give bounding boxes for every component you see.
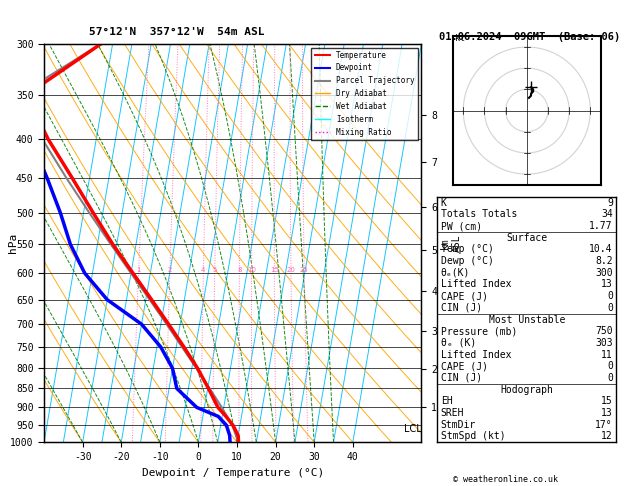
Text: LCL: LCL	[404, 424, 421, 434]
Text: 17°: 17°	[595, 420, 613, 430]
Text: 15: 15	[270, 267, 279, 273]
Text: 1.77: 1.77	[589, 221, 613, 231]
Text: 9: 9	[607, 198, 613, 208]
Text: CAPE (J): CAPE (J)	[441, 291, 487, 301]
Text: 13: 13	[601, 408, 613, 418]
Text: © weatheronline.co.uk: © weatheronline.co.uk	[453, 474, 558, 484]
X-axis label: Dewpoint / Temperature (°C): Dewpoint / Temperature (°C)	[142, 468, 324, 478]
Text: 25: 25	[300, 267, 309, 273]
Text: Most Unstable: Most Unstable	[489, 314, 565, 325]
Text: EH: EH	[441, 397, 452, 406]
Text: StmSpd (kt): StmSpd (kt)	[441, 432, 505, 441]
Text: 0: 0	[607, 361, 613, 371]
Text: Hodograph: Hodograph	[500, 384, 554, 395]
Y-axis label: km
ASL: km ASL	[440, 234, 462, 252]
Text: 750: 750	[595, 326, 613, 336]
Text: 0: 0	[607, 291, 613, 301]
Text: 12: 12	[601, 432, 613, 441]
Text: 0: 0	[607, 373, 613, 383]
Text: Pressure (mb): Pressure (mb)	[441, 326, 517, 336]
Text: 1: 1	[136, 267, 141, 273]
Text: kt: kt	[455, 34, 465, 43]
Text: 01.06.2024  09GMT  (Base: 06): 01.06.2024 09GMT (Base: 06)	[439, 32, 620, 42]
Text: K: K	[441, 198, 447, 208]
Text: Mixing Ratio (g/kg): Mixing Ratio (g/kg)	[459, 195, 468, 291]
Text: CIN (J): CIN (J)	[441, 303, 482, 313]
Text: Lifted Index: Lifted Index	[441, 279, 511, 290]
Text: 20: 20	[287, 267, 296, 273]
Text: Surface: Surface	[506, 233, 547, 243]
Text: 2: 2	[167, 267, 172, 273]
Text: Temp (°C): Temp (°C)	[441, 244, 494, 255]
Text: CAPE (J): CAPE (J)	[441, 361, 487, 371]
Text: 0: 0	[607, 303, 613, 313]
Text: SREH: SREH	[441, 408, 464, 418]
Text: Lifted Index: Lifted Index	[441, 349, 511, 360]
Text: 5: 5	[213, 267, 217, 273]
Text: 10: 10	[247, 267, 256, 273]
Legend: Temperature, Dewpoint, Parcel Trajectory, Dry Adiabat, Wet Adiabat, Isotherm, Mi: Temperature, Dewpoint, Parcel Trajectory…	[311, 48, 418, 139]
Text: 57°12'N  357°12'W  54m ASL: 57°12'N 357°12'W 54m ASL	[89, 27, 265, 37]
Text: 10.4: 10.4	[589, 244, 613, 255]
Text: StmDir: StmDir	[441, 420, 476, 430]
Text: 15: 15	[601, 397, 613, 406]
Text: 4: 4	[201, 267, 206, 273]
Text: 34: 34	[601, 209, 613, 219]
Text: PW (cm): PW (cm)	[441, 221, 482, 231]
Text: θₑ(K): θₑ(K)	[441, 268, 470, 278]
Text: 11: 11	[601, 349, 613, 360]
Text: Dewp (°C): Dewp (°C)	[441, 256, 494, 266]
Text: Totals Totals: Totals Totals	[441, 209, 517, 219]
Text: 8: 8	[237, 267, 242, 273]
Text: 303: 303	[595, 338, 613, 348]
Text: 13: 13	[601, 279, 613, 290]
Text: 300: 300	[595, 268, 613, 278]
Text: θₑ (K): θₑ (K)	[441, 338, 476, 348]
Text: 8.2: 8.2	[595, 256, 613, 266]
Text: hPa: hPa	[8, 233, 18, 253]
Text: CIN (J): CIN (J)	[441, 373, 482, 383]
